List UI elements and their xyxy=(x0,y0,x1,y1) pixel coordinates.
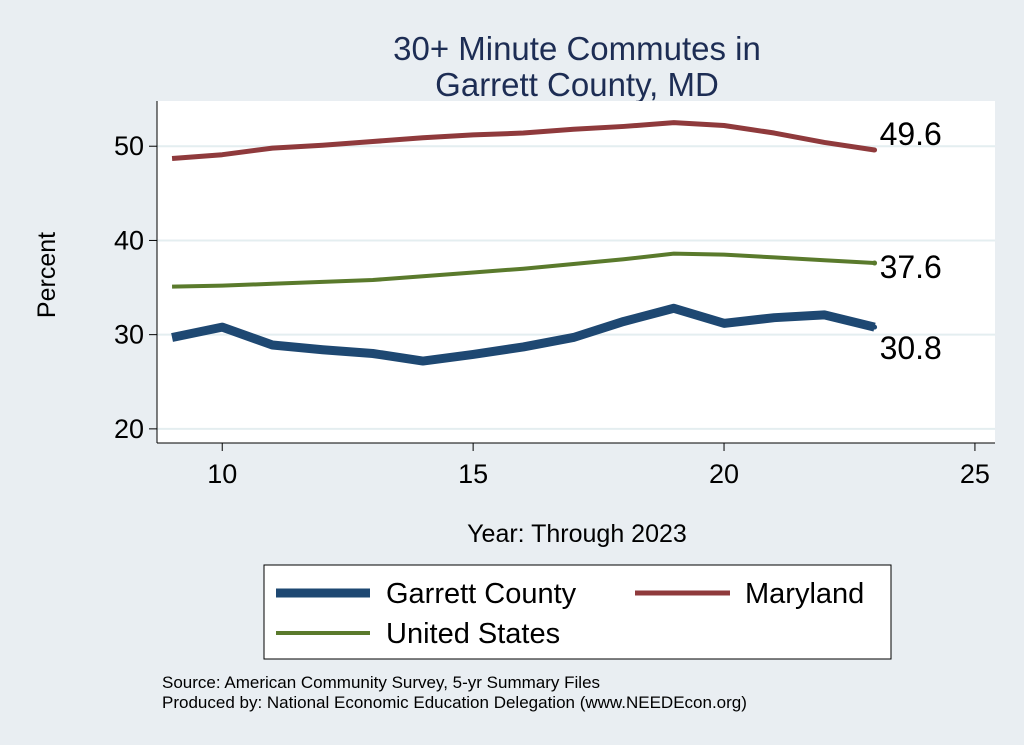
series-line-maryland xyxy=(171,120,875,161)
series-line-united-states xyxy=(172,251,875,289)
legend-label-maryland: Maryland xyxy=(745,578,864,610)
end-point-maryland xyxy=(872,147,878,153)
legend: Garrett County Maryland United States xyxy=(276,578,864,650)
end-label-garrett-county: 30.8 xyxy=(880,330,942,366)
x-axis-title: Year: Through 2023 xyxy=(467,520,687,548)
y-axis-ticks: 20 30 40 50 xyxy=(114,131,157,444)
y-tick-label-40: 40 xyxy=(114,225,144,255)
series-line-garrett-county xyxy=(171,303,876,366)
plot-area xyxy=(157,101,995,443)
chart-title-line-1: 30+ Minute Commutes in xyxy=(393,30,761,67)
x-tick-label-25: 25 xyxy=(960,459,990,489)
chart-title-line-2: Garrett County, MD xyxy=(435,66,719,103)
y-tick-label-20: 20 xyxy=(114,414,144,444)
end-labels: 30.8 49.6 37.6 xyxy=(880,116,942,366)
end-point-united-states xyxy=(872,260,878,266)
producer-note: Produced by: National Economic Education… xyxy=(162,693,747,712)
end-label-united-states: 37.6 xyxy=(880,249,942,285)
y-axis-title: Percent xyxy=(33,232,61,318)
end-label-maryland: 49.6 xyxy=(880,116,942,152)
x-tick-label-10: 10 xyxy=(207,459,237,489)
source-note: Source: American Community Survey, 5-yr … xyxy=(162,673,600,692)
end-point-garrett-county xyxy=(872,324,878,330)
x-axis-ticks: 10 15 20 25 xyxy=(207,443,990,489)
y-tick-label-30: 30 xyxy=(114,320,144,350)
y-tick-label-50: 50 xyxy=(114,131,144,161)
x-tick-label-20: 20 xyxy=(709,459,739,489)
legend-box xyxy=(263,564,892,660)
series-layer xyxy=(171,120,878,366)
legend-label-garrett-county: Garrett County xyxy=(386,578,577,610)
legend-label-united-states: United States xyxy=(386,618,560,650)
x-tick-label-15: 15 xyxy=(458,459,488,489)
